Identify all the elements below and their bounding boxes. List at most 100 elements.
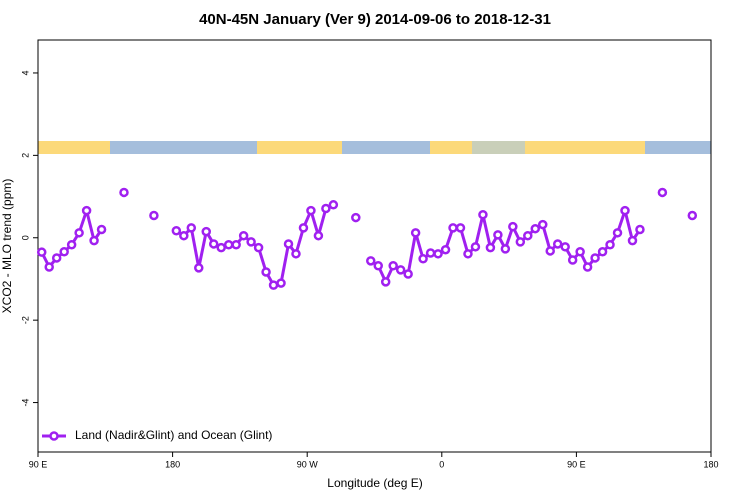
point	[485, 242, 496, 253]
ocean-band	[645, 141, 711, 154]
point	[59, 247, 69, 257]
point	[96, 224, 107, 235]
plot-frame	[37, 39, 712, 453]
x-tick-label: 0	[439, 459, 444, 469]
point	[538, 219, 548, 230]
point	[590, 253, 600, 263]
y-tick-label: 0	[20, 235, 30, 240]
land-band	[38, 141, 110, 154]
point	[410, 228, 421, 238]
x-axis-label: Longitude (deg E)	[327, 476, 422, 490]
point	[238, 230, 249, 241]
point	[223, 240, 234, 250]
y-tick-label: -4	[20, 399, 30, 407]
point	[560, 242, 570, 252]
point	[366, 256, 376, 266]
point	[627, 235, 638, 246]
y-tick-label: 4	[20, 70, 30, 75]
point	[89, 235, 99, 246]
x-tick-label: 90 E	[29, 459, 48, 469]
point	[463, 249, 473, 259]
mixed-band	[472, 141, 525, 154]
x-tick-label: 180	[703, 459, 718, 469]
point	[313, 230, 324, 241]
point	[283, 239, 294, 249]
point	[418, 254, 428, 264]
point	[268, 280, 279, 290]
point	[388, 261, 398, 271]
point	[171, 226, 182, 236]
point	[149, 210, 159, 221]
point	[470, 242, 481, 252]
point	[545, 246, 555, 256]
chart-title: 40N-45N January (Ver 9) 2014-09-06 to 20…	[199, 11, 551, 28]
legend-label: Land (Nadir&Glint) and Ocean (Glint)	[75, 428, 272, 442]
point	[605, 240, 615, 250]
point	[246, 237, 256, 247]
y-tick-label: 2	[20, 153, 30, 158]
x-tick-label: 180	[165, 459, 180, 469]
point	[216, 242, 226, 253]
point	[508, 221, 518, 232]
point	[552, 239, 563, 249]
point	[478, 209, 488, 220]
point	[567, 255, 578, 265]
point	[201, 226, 211, 237]
point	[66, 240, 77, 250]
point	[179, 230, 189, 241]
point	[433, 249, 443, 259]
point	[321, 203, 331, 214]
point	[253, 242, 264, 253]
point	[530, 223, 541, 234]
point	[500, 244, 511, 254]
x-tick-label: 90 E	[567, 459, 586, 469]
point	[208, 239, 219, 249]
point	[523, 230, 533, 241]
point	[380, 277, 391, 287]
surface-strip	[38, 141, 711, 154]
point	[612, 228, 623, 238]
point	[448, 223, 458, 233]
point	[395, 265, 406, 275]
point	[291, 249, 301, 259]
y-axis-label: XCO2 - MLO trend (ppm)	[0, 179, 14, 314]
point	[231, 240, 241, 250]
point	[186, 223, 197, 233]
point	[455, 223, 466, 233]
land-band	[257, 141, 342, 154]
point	[575, 247, 585, 257]
ocean-band	[342, 141, 430, 154]
point	[119, 187, 129, 198]
point	[425, 248, 436, 258]
point	[74, 228, 84, 238]
land-band	[430, 141, 472, 154]
point	[597, 247, 608, 257]
point	[657, 187, 668, 198]
point	[373, 261, 383, 271]
point	[635, 224, 645, 235]
point	[306, 205, 316, 216]
point	[620, 205, 630, 216]
point	[36, 247, 47, 257]
ocean-band	[110, 141, 257, 154]
point	[194, 263, 204, 273]
point	[328, 200, 339, 210]
x-tick-label: 90 W	[297, 459, 319, 469]
point	[403, 269, 413, 279]
point	[687, 210, 698, 221]
point	[298, 223, 309, 233]
point	[51, 253, 62, 263]
point	[261, 267, 271, 277]
y-tick-label: -2	[20, 316, 30, 324]
point	[81, 205, 92, 216]
point	[44, 262, 54, 272]
legend-marker	[49, 431, 59, 441]
point	[440, 244, 451, 255]
point	[276, 278, 286, 288]
point	[351, 212, 361, 223]
point	[582, 262, 593, 272]
point	[515, 237, 526, 247]
point	[493, 230, 503, 240]
